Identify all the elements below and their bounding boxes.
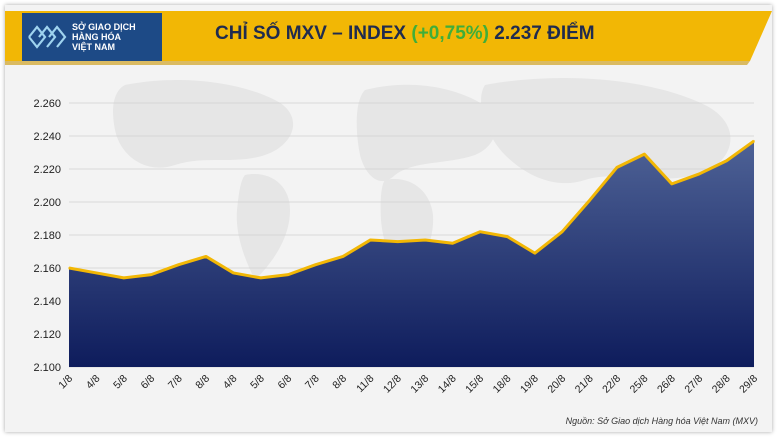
x-tick-label: 6/8 <box>139 373 158 392</box>
data-point <box>671 183 673 185</box>
x-tick-label: 25/8 <box>628 373 651 396</box>
x-tick-label: 4/8 <box>84 373 103 392</box>
header-banner <box>5 11 772 65</box>
x-tick-label: 5/8 <box>248 373 267 392</box>
y-axis-labels: 2.100 2.120 2.140 2.160 2.180 2.200 2.220 2.240… <box>33 98 61 374</box>
mxv-logo: SỞ GIAO DỊCH HÀNG HÓA VIỆT NAM <box>22 13 162 61</box>
y-tick-label: 2.140 <box>33 296 61 308</box>
data-point <box>287 273 290 276</box>
logo-text-line1: SỞ GIAO DỊCH <box>72 22 136 32</box>
logo-text-line2: HÀNG HÓA <box>72 32 121 42</box>
area-chart: 2.100 2.120 2.140 2.160 2.180 2.200 2.220 2.240… <box>33 77 760 396</box>
x-tick-label: 5/8 <box>111 373 130 392</box>
data-point <box>643 153 646 155</box>
data-point <box>753 140 755 142</box>
data-point <box>698 173 700 175</box>
data-point <box>588 199 591 202</box>
title-prefix: CHỈ SỐ MXV – INDEX <box>215 23 412 44</box>
data-point <box>534 252 536 254</box>
x-tick-label: 7/8 <box>303 373 322 392</box>
data-point <box>123 277 125 279</box>
data-point <box>314 263 317 266</box>
x-tick-label: 26/8 <box>655 373 678 396</box>
area-fill <box>69 140 754 367</box>
y-tick-label: 2.220 <box>33 164 61 176</box>
data-point <box>260 277 262 279</box>
y-tick-label: 2.260 <box>33 98 61 110</box>
x-tick-label: 20/8 <box>545 373 568 396</box>
y-tick-label: 2.240 <box>33 131 61 143</box>
y-tick-label: 2.120 <box>33 329 61 341</box>
x-tick-label: 18/8 <box>491 373 514 396</box>
data-point <box>479 230 481 233</box>
x-tick-label: 28/8 <box>710 373 733 396</box>
logo-text-line3: VIỆT NAM <box>72 42 116 52</box>
x-tick-label: 8/8 <box>330 373 349 392</box>
title-change: (+0,75%) <box>411 23 489 44</box>
data-point <box>342 255 344 258</box>
data-point <box>397 240 399 243</box>
y-tick-label: 2.180 <box>33 230 61 242</box>
y-tick-label: 2.200 <box>33 197 61 209</box>
x-axis-labels: 1/8 4/8 5/8 6/8 7/8 8/8 4/8 5/8 6/8 7/8 8/8 11/8 12/… <box>56 373 760 396</box>
x-tick-label: 8/8 <box>193 373 212 392</box>
x-tick-label: 19/8 <box>518 373 541 396</box>
data-point <box>232 272 235 274</box>
data-point <box>150 273 152 276</box>
x-tick-label: 1/8 <box>56 373 75 392</box>
x-tick-label: 27/8 <box>682 373 705 396</box>
x-tick-label: 4/8 <box>221 373 240 392</box>
series-line <box>68 139 755 280</box>
x-tick-label: 6/8 <box>276 373 295 392</box>
data-point <box>424 239 427 241</box>
data-point <box>205 255 207 258</box>
data-point <box>68 267 70 269</box>
chart-title: CHỈ SỐ MXV – INDEX (+0,75%) 2.237 ĐIỂM <box>215 23 595 45</box>
data-point <box>725 159 728 162</box>
x-tick-label: 7/8 <box>166 373 185 392</box>
y-tick-label: 2.100 <box>33 362 61 374</box>
data-point <box>561 230 563 233</box>
area-layer <box>68 139 755 367</box>
data-point <box>95 272 98 274</box>
data-point <box>369 239 372 241</box>
x-tick-label: 12/8 <box>381 373 404 396</box>
data-point <box>451 242 454 245</box>
x-tick-label: 11/8 <box>354 373 376 395</box>
x-tick-label: 13/8 <box>408 373 431 396</box>
x-tick-label: 29/8 <box>737 373 760 396</box>
data-point <box>177 263 180 266</box>
data-point <box>506 235 509 238</box>
x-tick-label: 22/8 <box>600 373 623 396</box>
chart-frame: SỞ GIAO DỊCH HÀNG HÓA VIỆT NAM CHỈ SỐ MX… <box>5 5 772 432</box>
title-suffix: 2.237 ĐIỂM <box>489 23 595 44</box>
data-point <box>616 166 618 169</box>
logo-chevrons-icon <box>28 25 67 49</box>
x-tick-label: 21/8 <box>573 373 596 396</box>
source-note: Nguồn: Sở Giao dịch Hàng hóa Việt Nam (M… <box>565 416 758 426</box>
x-tick-label: 14/8 <box>436 373 459 396</box>
y-tick-label: 2.160 <box>33 263 61 275</box>
x-tick-label: 15/8 <box>463 373 486 396</box>
